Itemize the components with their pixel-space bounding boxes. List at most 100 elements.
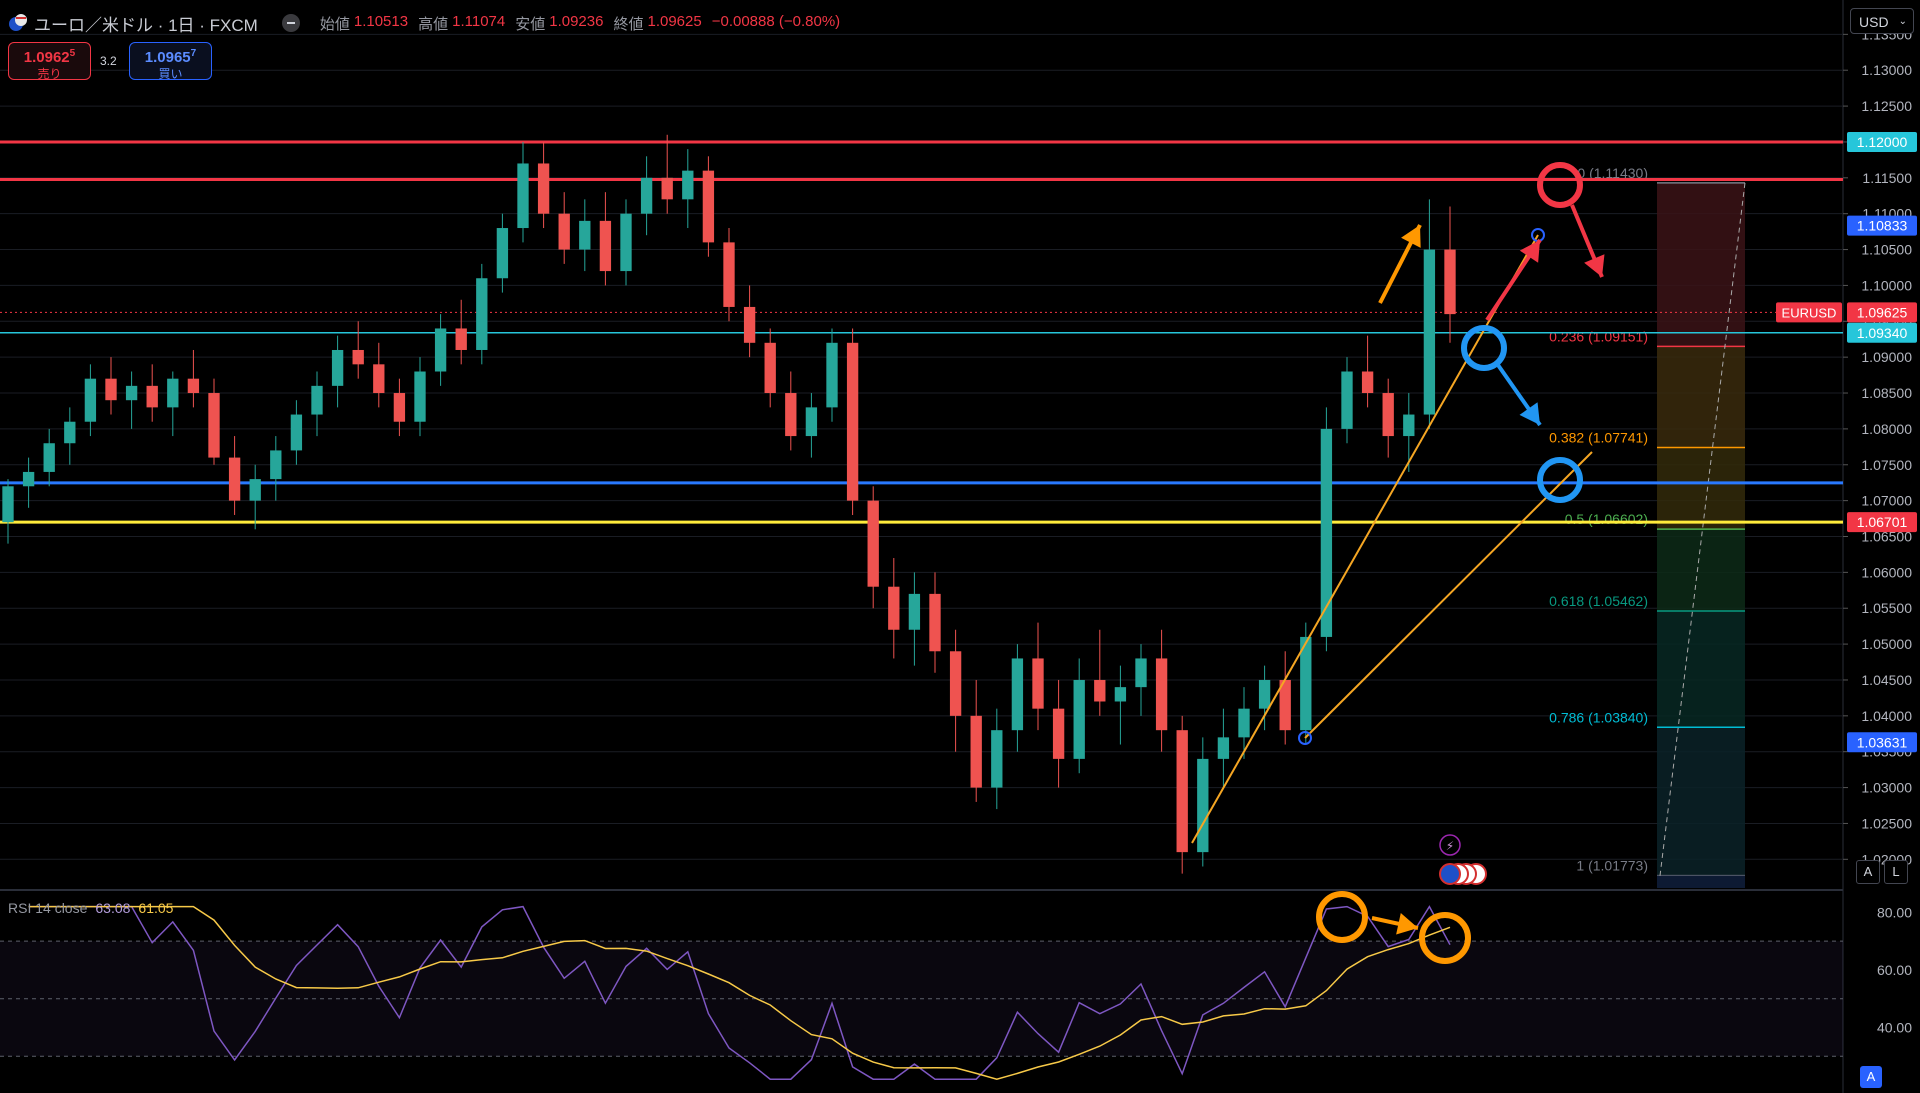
candle-body: [661, 177, 673, 200]
annotation-circle: [1537, 457, 1583, 503]
fib-level-label: 0.236 (1.09151): [1549, 328, 1648, 344]
spread-value: 3.2: [100, 54, 117, 68]
annotation-arrow-head: [1584, 254, 1605, 277]
high-label: 高値: [418, 15, 449, 33]
fib-level-label: 0.618 (1.05462): [1549, 593, 1648, 609]
candle-body: [1238, 708, 1250, 738]
fib-zone: [1657, 346, 1745, 448]
open-value: 1.10513: [353, 12, 409, 30]
price-badge-label: 1.03631: [1857, 734, 1908, 750]
annotation-arrow-head: [1519, 402, 1540, 425]
price-badge-label: 1.10833: [1857, 218, 1908, 234]
candle-body: [1032, 658, 1044, 709]
ohlc-values: 始値 1.10513 高値 1.11074 安値 1.09236 終値 1.09625 …: [320, 13, 846, 34]
rsi-annotation-circle: [1316, 891, 1368, 943]
rsi-annotation-arrow-head: [1396, 913, 1418, 935]
candle-body: [1094, 679, 1106, 702]
candle-body: [826, 342, 838, 408]
price-badge-label: 1.09340: [1857, 325, 1908, 341]
price-badge-label: 1.12000: [1857, 134, 1908, 150]
candle-body: [1176, 730, 1188, 853]
chart-header: ユーロ／米ドル · 1日 · FXCM 始値 1.10513 高値 1.11074 …: [8, 10, 846, 36]
price-badge-label: 1.06701: [1857, 514, 1908, 530]
candle-body: [1073, 679, 1085, 759]
price-tick-label: 1.04500: [1861, 672, 1912, 688]
price-tick-label: 1.12500: [1861, 98, 1912, 114]
candle-body: [496, 228, 509, 279]
close-label: 終値: [613, 15, 644, 33]
rsi-auto-scale-button[interactable]: A: [1860, 1066, 1882, 1088]
change-value: −0.00888 (−0.80%): [711, 12, 841, 30]
candle-body: [2, 486, 14, 523]
price-badge: [1847, 732, 1917, 753]
buy-price-pip: 7: [190, 48, 197, 59]
symbol-tag: [1776, 302, 1842, 323]
candle-body: [228, 457, 241, 501]
candle-body: [1361, 371, 1374, 394]
annotation-circle: [1537, 162, 1583, 208]
candle-body: [888, 586, 900, 630]
fib-zone: [1657, 727, 1745, 876]
high-value: 1.11074: [452, 12, 506, 30]
sell-button[interactable]: 1.09625 売り: [8, 42, 91, 81]
price-badge: [1847, 131, 1917, 152]
candle-body: [146, 385, 158, 408]
candle-body: [558, 213, 570, 250]
candle-body: [414, 371, 426, 422]
fib-level-label: 0.786 (1.03840): [1549, 709, 1648, 725]
buy-label: 買い: [158, 67, 183, 81]
candle-body: [187, 378, 200, 394]
candle-body: [125, 385, 138, 401]
auto-scale-button[interactable]: A: [1856, 860, 1880, 884]
candle-body: [1114, 687, 1127, 702]
price-tick-label: 1.06500: [1861, 528, 1912, 544]
candle-body: [702, 170, 715, 243]
price-tick-label: 1.06000: [1861, 564, 1912, 580]
candle-body: [743, 306, 756, 343]
rsi-ma-value: 61.05: [138, 900, 174, 916]
trend-anchor: [1298, 731, 1312, 745]
candle-body: [22, 471, 35, 487]
buy-button[interactable]: 1.09657 買い: [129, 42, 212, 81]
eur-usd-flag-icon: [9, 14, 27, 31]
rsi-legend[interactable]: RSI 14 close 63.08 61.05: [8, 900, 173, 916]
close-value: 1.09625: [647, 12, 702, 30]
sell-price-pip: 5: [69, 48, 76, 59]
price-badge-label: 1.09625: [1857, 304, 1908, 320]
symbol-title[interactable]: ユーロ／米ドル · 1日 · FXCM: [34, 15, 258, 35]
rsi-tick-label: 80.00: [1877, 904, 1912, 920]
price-tick-label: 1.05500: [1861, 600, 1912, 616]
candle-body: [970, 715, 982, 788]
candle-body: [352, 349, 364, 365]
low-label: 安値: [515, 15, 546, 33]
candle-body: [476, 278, 488, 350]
candle-body: [1135, 658, 1147, 688]
log-scale-button[interactable]: L: [1884, 860, 1908, 884]
low-value: 1.09236: [549, 12, 604, 30]
trend-line: [1304, 451, 1593, 739]
price-tick-label: 1.07000: [1861, 493, 1912, 509]
candle-body: [929, 593, 941, 652]
fib-level-label: 1 (1.01773): [1576, 858, 1648, 874]
sell-label: 売り: [37, 67, 62, 81]
candle-body: [1341, 371, 1353, 429]
candle-body: [1300, 636, 1312, 731]
candle-body: [1197, 758, 1209, 853]
fib-zone: [1657, 875, 1745, 888]
candle-body: [785, 393, 797, 437]
candle-body: [846, 342, 859, 501]
rsi-tick-label: 60.00: [1877, 962, 1912, 978]
candle-body: [270, 450, 282, 480]
price-tick-label: 1.07500: [1861, 457, 1912, 473]
annotation-circle: [1461, 325, 1507, 371]
candle-body: [311, 385, 323, 415]
fib-zone: [1657, 182, 1745, 347]
currency-select[interactable]: USD ⌄: [1850, 8, 1914, 34]
candle-body: [599, 220, 612, 272]
candle-body: [1423, 249, 1436, 415]
annotation-arrow-head: [1401, 225, 1421, 248]
price-tick-label: 1.05000: [1861, 636, 1912, 652]
collapse-icon[interactable]: [281, 14, 300, 32]
fib-level-label: 0 (1.11430): [1577, 165, 1648, 181]
